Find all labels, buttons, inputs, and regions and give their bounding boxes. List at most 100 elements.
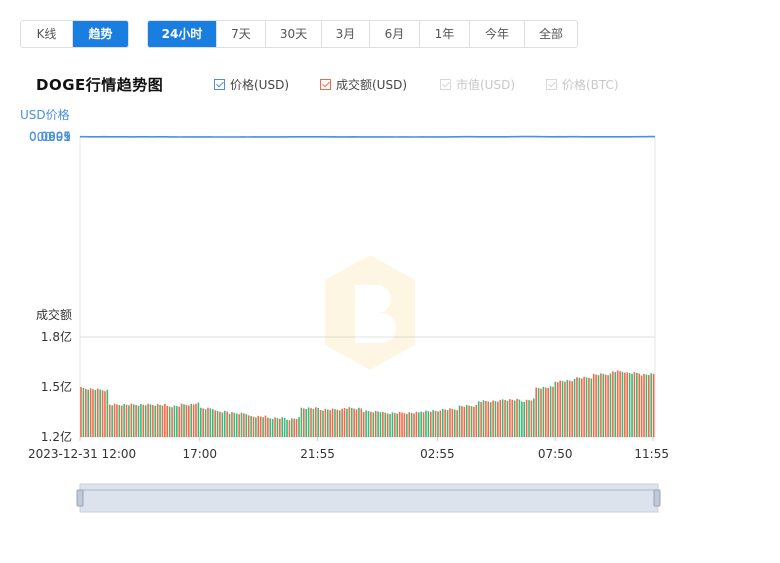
volume-bar: [106, 389, 109, 437]
volume-bar: [468, 405, 470, 437]
volume-bar: [123, 404, 125, 437]
slider-track: [79, 483, 659, 513]
volume-bar: [188, 405, 190, 437]
volume-bar: [310, 408, 312, 437]
volume-bar: [214, 410, 216, 437]
volume-bar: [192, 404, 195, 437]
view-toggle: K线 趋势: [20, 20, 129, 48]
volume-bar: [597, 375, 600, 437]
volume-bar: [291, 418, 293, 437]
volume-bar: [314, 407, 317, 437]
volume-bar: [425, 410, 427, 437]
volume-bar: [432, 410, 434, 437]
volume-bar: [257, 415, 260, 437]
volume-bar: [94, 390, 97, 437]
volume-bar: [149, 404, 152, 437]
legend-label: 市值(USD): [456, 77, 516, 92]
volume-bars: [80, 370, 655, 437]
volume-bar: [231, 412, 233, 437]
volume-bar: [461, 406, 463, 437]
view-tab-0[interactable]: K线: [21, 21, 73, 47]
volume-bar: [406, 413, 408, 437]
volume-bar: [473, 406, 475, 437]
volume-bar: [549, 386, 552, 437]
volume-bar: [204, 409, 207, 437]
volume-bar: [533, 398, 535, 437]
volume-bar: [554, 381, 557, 437]
volume-bar: [652, 373, 655, 437]
volume-bar: [89, 388, 92, 437]
slider-handle-right[interactable]: [653, 489, 661, 507]
volume-bar: [382, 412, 384, 437]
slider-handle-left[interactable]: [76, 489, 84, 507]
price-axis-label: USD价格: [20, 107, 70, 122]
view-tab-1[interactable]: 趋势: [73, 21, 128, 47]
volume-bar: [228, 413, 231, 437]
volume-bar: [233, 412, 236, 437]
volume-bar: [513, 400, 516, 437]
volume-tick-label: 1.5亿: [41, 379, 72, 394]
legend-item-0[interactable]: 价格(USD): [214, 75, 289, 93]
volume-bar: [168, 406, 171, 437]
volume-bar: [317, 407, 319, 437]
volume-bar: [173, 405, 176, 437]
volume-bar: [338, 410, 341, 437]
range-tab-7[interactable]: 全部: [538, 27, 563, 41]
volume-bar: [583, 376, 585, 437]
volume-bar: [444, 409, 446, 437]
volume-bar: [264, 415, 267, 437]
volume-bar: [374, 410, 377, 437]
volume-bar: [607, 375, 609, 437]
range-tab-3[interactable]: 3月: [322, 21, 370, 47]
checkbox-icon: [320, 78, 331, 90]
range-slider: [76, 483, 661, 513]
volume-bar: [247, 415, 250, 437]
volume-bar: [449, 408, 451, 437]
range-tab-6[interactable]: 今年: [470, 21, 525, 47]
volume-bar: [494, 401, 497, 437]
x-tick-label: 07:50: [538, 447, 573, 461]
volume-bar: [113, 403, 116, 437]
volume-bar: [341, 408, 343, 437]
volume-bar: [568, 380, 571, 437]
volume-tick-label: 1.8亿: [41, 329, 72, 344]
range-tab-4[interactable]: 6月: [370, 21, 420, 47]
volume-bar: [346, 408, 348, 437]
range-tab-5[interactable]: 1年: [420, 21, 470, 47]
volume-bar: [281, 417, 284, 437]
legend-item-1[interactable]: 成交额(USD): [320, 75, 407, 93]
volume-bar: [439, 410, 442, 437]
volume-bar: [530, 400, 533, 437]
volume-bar: [556, 382, 559, 437]
volume-bar: [616, 370, 619, 437]
volume-bar: [99, 389, 101, 437]
volume-bar: [326, 409, 329, 437]
volume-bar: [552, 386, 554, 437]
volume-bar: [293, 418, 296, 437]
volume-bar: [636, 372, 638, 437]
legend-item-2[interactable]: 市值(USD): [440, 75, 515, 93]
volume-bar: [537, 388, 540, 437]
volume-bar: [626, 372, 629, 437]
range-tab-1[interactable]: 7天: [217, 21, 266, 47]
x-tick-label: 17:00: [182, 447, 217, 461]
volume-bar: [207, 407, 209, 437]
volume-bar: [164, 403, 166, 437]
volume-bar: [276, 418, 279, 437]
legend-item-3[interactable]: 价格(BTC): [546, 75, 619, 93]
volume-bar: [288, 420, 291, 437]
range-tab-0[interactable]: 24小时: [148, 21, 217, 47]
volume-bar: [209, 408, 212, 437]
volume-bar: [279, 418, 281, 437]
volume-bar: [243, 413, 245, 437]
volume-bar: [190, 403, 193, 437]
volume-bar: [633, 372, 636, 437]
volume-bar: [104, 391, 106, 437]
volume-bar: [223, 410, 226, 437]
volume-bar: [420, 411, 423, 437]
range-tab-2[interactable]: 30天: [266, 21, 322, 47]
volume-bar: [353, 408, 355, 437]
volume-bar: [535, 387, 538, 437]
volume-bar: [111, 405, 113, 437]
